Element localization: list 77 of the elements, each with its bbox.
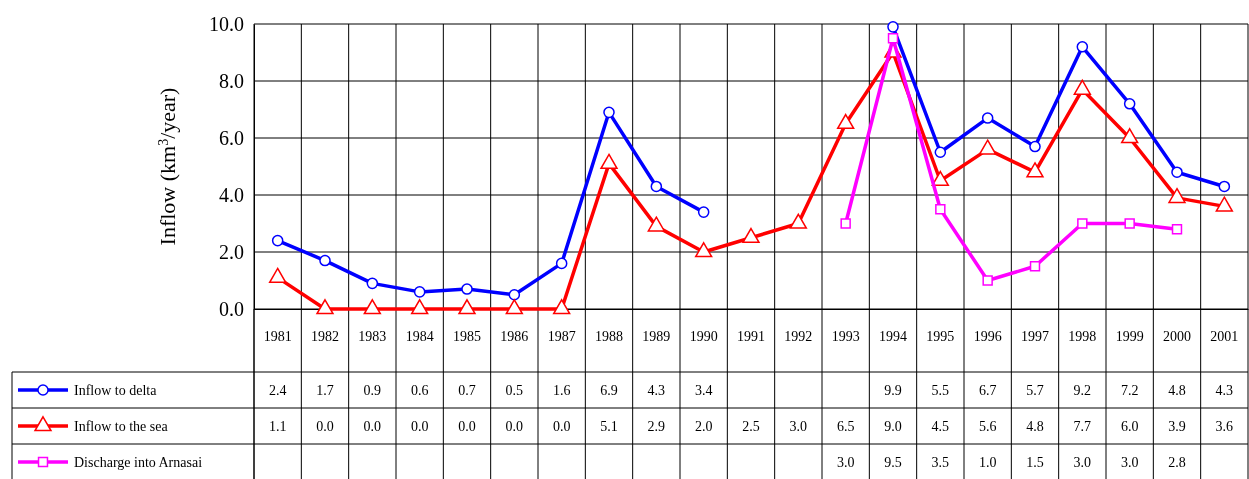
data-label: 7.7	[1073, 419, 1092, 434]
data-label: 6.5	[836, 419, 855, 434]
x-tick-label: 2000	[1163, 328, 1191, 344]
data-label: 0.0	[363, 419, 382, 434]
data-label: 2.0	[694, 419, 713, 434]
data-label: 3.0	[1073, 455, 1092, 470]
data-label: 3.9	[1168, 419, 1186, 434]
data-label: 4.5	[931, 419, 950, 434]
x-tick-label: 1988	[595, 328, 623, 344]
data-label: 7.2	[1120, 383, 1139, 398]
data-label: 9.9	[884, 383, 902, 398]
data-label: 2.9	[647, 419, 666, 434]
data-label: 0.5	[505, 383, 524, 398]
x-tick-label: 1992	[784, 328, 813, 344]
data-label: 5.5	[931, 383, 950, 398]
x-tick-label: 1995	[926, 328, 955, 344]
data-label: 0.7	[458, 383, 476, 398]
x-tick-label: 1998	[1068, 328, 1097, 344]
data-label: 9.2	[1073, 383, 1092, 398]
y-tick-label: 2.0	[219, 240, 244, 263]
data-label: 4.8	[1168, 383, 1186, 398]
y-tick-label: 4.0	[219, 183, 244, 206]
data-label: 1.5	[1026, 455, 1044, 470]
data-label: 0.0	[458, 419, 476, 434]
x-tick-label: 1981	[263, 328, 292, 344]
legend-label: Inflow to the sea	[74, 419, 169, 434]
data-label: 1.6	[552, 383, 571, 398]
data-label: 3.0	[836, 455, 855, 470]
data-label: 3.4	[694, 383, 713, 398]
x-tick-label: 1984	[405, 328, 434, 344]
data-label: 6.0	[1120, 419, 1139, 434]
y-tick-label: 8.0	[219, 69, 244, 92]
data-label: 5.6	[978, 419, 997, 434]
data-label: 1.0	[978, 455, 997, 470]
data-label: 2.8	[1168, 455, 1186, 470]
legend-label: Discharge into Arnasai	[74, 455, 203, 470]
data-label: 6.7	[978, 383, 997, 398]
data-label: 5.1	[600, 419, 618, 434]
data-label: 1.7	[316, 383, 334, 398]
data-label: 4.3	[647, 383, 666, 398]
x-tick-label: 1996	[973, 328, 1002, 344]
x-tick-label: 1999	[1115, 328, 1144, 344]
data-label: 0.9	[363, 383, 382, 398]
data-label: 0.0	[316, 419, 334, 434]
x-tick-label: 1986	[500, 328, 529, 344]
y-tick-label: 6.0	[219, 126, 244, 149]
x-tick-label: 1982	[311, 328, 339, 344]
x-tick-label: 2001	[1210, 328, 1239, 344]
data-label: 4.8	[1026, 419, 1044, 434]
data-label: 9.0	[884, 419, 902, 434]
data-label: 0.6	[410, 383, 429, 398]
data-label: 3.0	[1120, 455, 1139, 470]
data-label: 0.0	[410, 419, 429, 434]
x-tick-label: 1985	[453, 328, 481, 344]
data-label: 2.5	[742, 419, 760, 434]
y-tick-label: 10.0	[209, 12, 244, 35]
data-label: 6.9	[600, 383, 618, 398]
data-label: 2.4	[268, 383, 287, 398]
data-label: 3.0	[789, 419, 808, 434]
legend-label: Inflow to delta	[74, 383, 158, 398]
data-label: 0.0	[552, 419, 571, 434]
x-tick-label: 1983	[358, 328, 387, 344]
data-label: 0.0	[505, 419, 524, 434]
data-label: 3.6	[1215, 419, 1234, 434]
x-tick-label: 1989	[642, 328, 671, 344]
x-tick-label: 1990	[689, 328, 718, 344]
x-tick-label: 1987	[547, 328, 576, 344]
data-label: 4.3	[1215, 383, 1234, 398]
data-label: 9.5	[884, 455, 902, 470]
x-tick-label: 1993	[831, 328, 860, 344]
data-label: 5.7	[1026, 383, 1044, 398]
x-tick-label: 1997	[1021, 328, 1049, 344]
x-tick-label: 1991	[737, 328, 765, 344]
data-label: 1.1	[268, 419, 287, 434]
data-label: 3.5	[931, 455, 950, 470]
y-tick-label: 0.0	[219, 297, 244, 320]
x-tick-label: 1994	[879, 328, 907, 344]
